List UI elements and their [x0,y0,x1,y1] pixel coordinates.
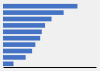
bar [3,23,45,28]
bar [3,55,26,60]
bar [3,42,35,47]
bar [3,10,64,15]
plot [3,4,97,68]
bar [3,29,42,34]
bar [3,61,14,66]
x-axis-line [4,67,97,68]
bars [3,4,77,66]
bar [3,36,40,41]
bar [3,49,32,54]
bar [3,4,77,9]
chart [0,0,100,71]
bar [3,17,52,22]
x-axis [4,67,97,68]
